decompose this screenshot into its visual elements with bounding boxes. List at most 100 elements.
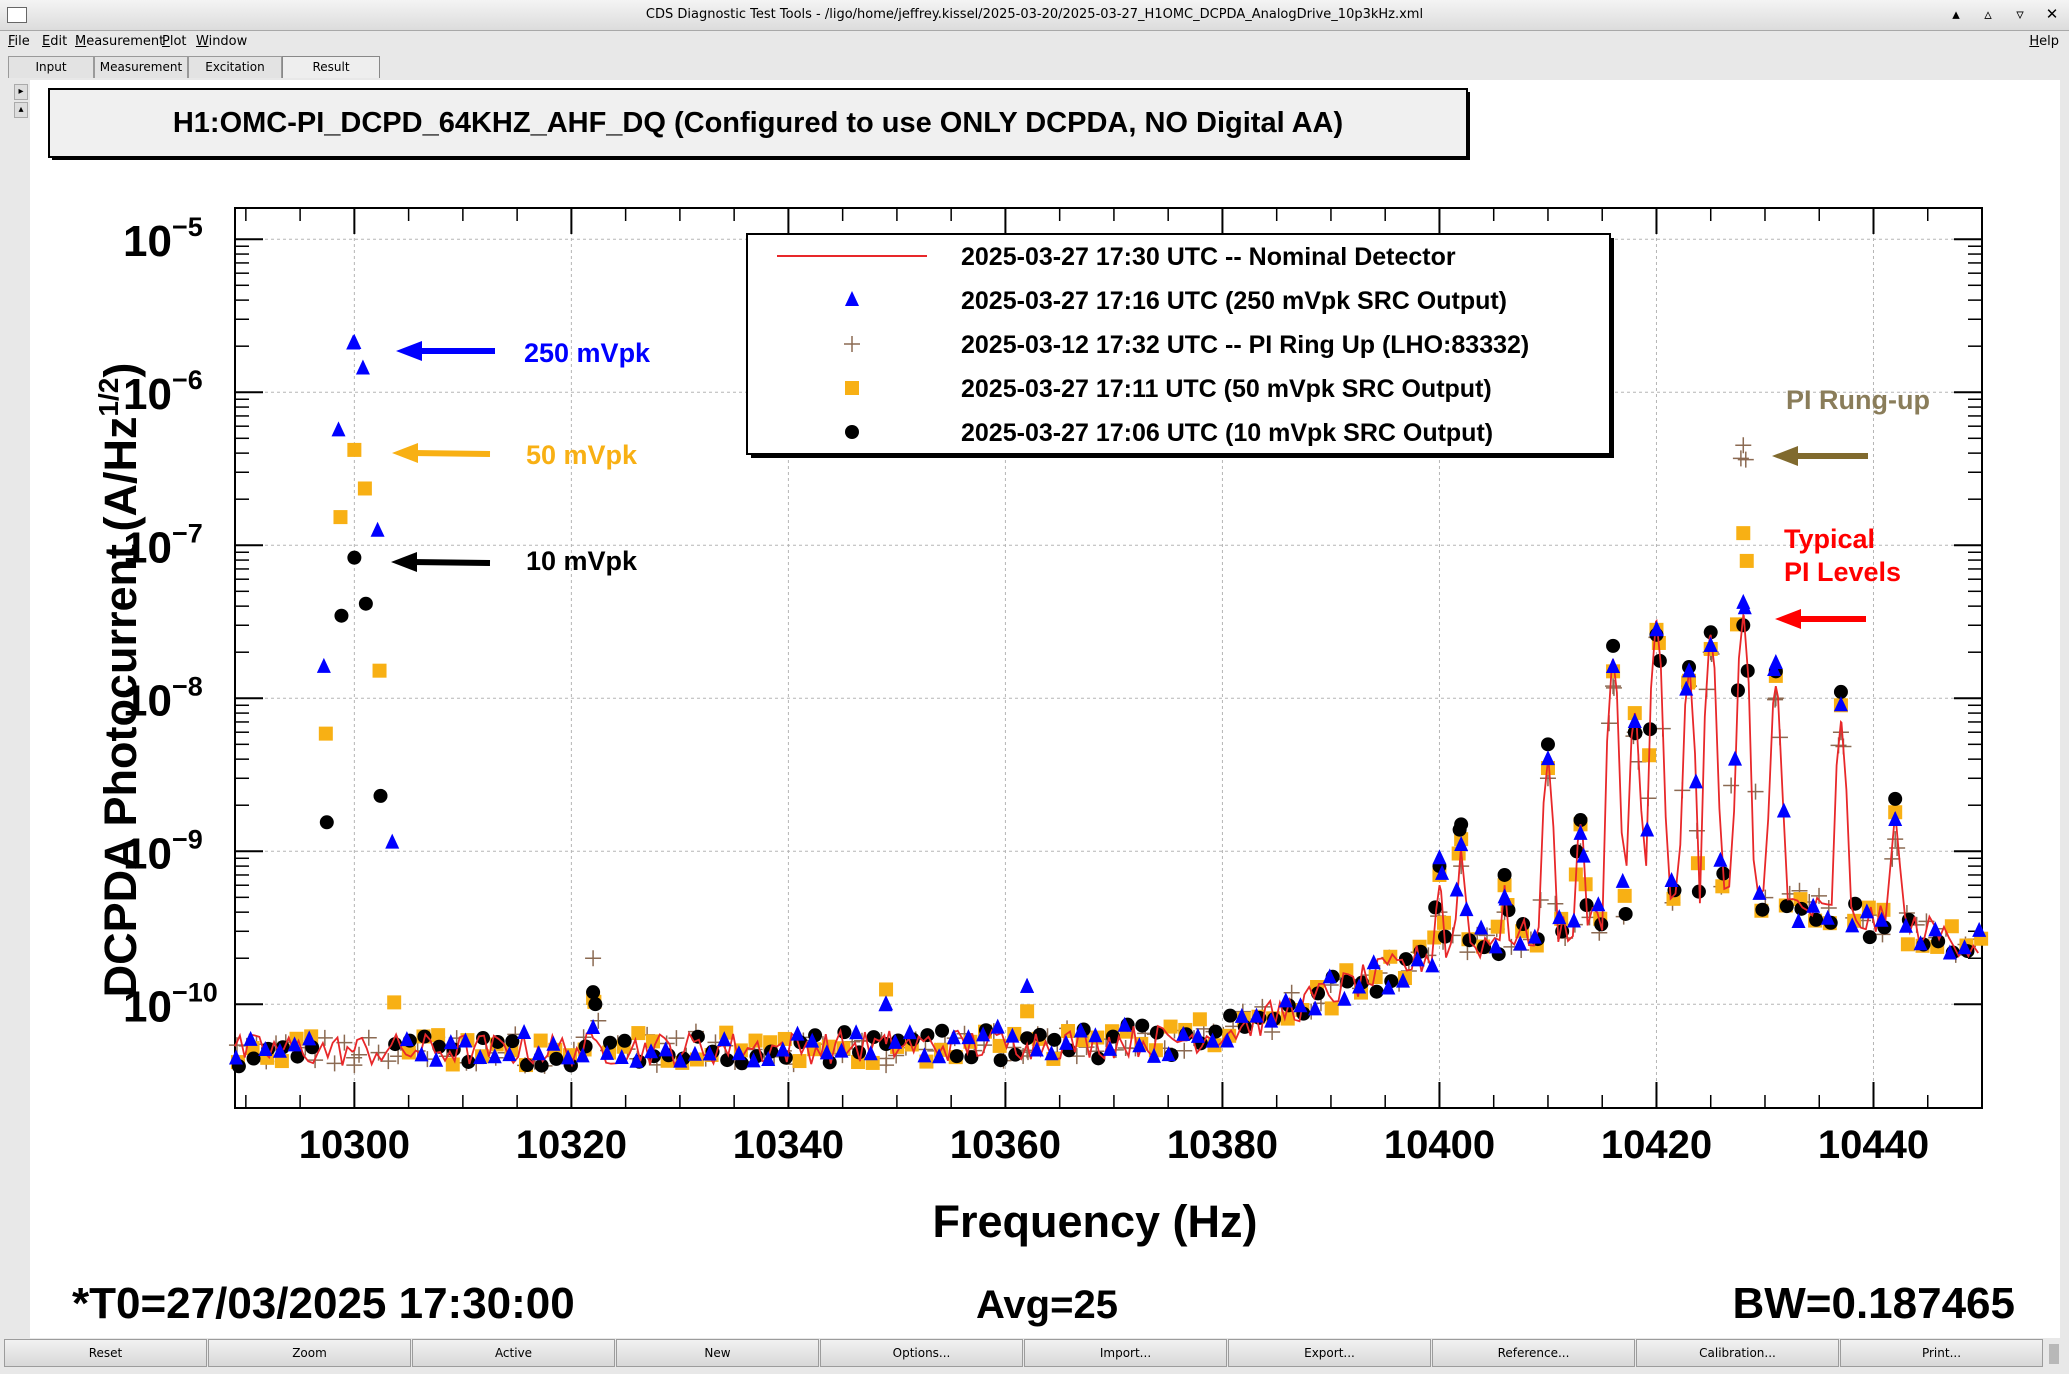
label-10mvpk: 10 mVpk (526, 546, 638, 576)
menu-edit[interactable]: Edit (42, 34, 68, 49)
maximize-icon[interactable]: ▿ (2016, 5, 2024, 23)
active-button[interactable]: Active (412, 1339, 615, 1367)
data-point-triangle (1029, 1041, 1044, 1057)
data-point-triangle (1020, 977, 1035, 993)
minimize-icon[interactable]: ▵ (1984, 5, 1992, 23)
data-point-triangle (575, 1047, 590, 1063)
data-point-triangle (961, 1029, 976, 1045)
data-point-triangle (879, 995, 894, 1011)
data-point-triangle (1820, 909, 1835, 925)
data-point-triangle (1806, 897, 1821, 913)
data-point-square (318, 726, 333, 741)
legend-items: 2025-03-27 17:30 UTC -- Nominal Detector… (777, 243, 1529, 447)
data-point-circle (920, 1028, 935, 1043)
data-point-plus (1453, 858, 1470, 875)
data-point-triangle (805, 1032, 820, 1048)
export-button[interactable]: Export... (1228, 1339, 1431, 1367)
resize-handle[interactable] (2049, 1344, 2059, 1364)
data-point-triangle (1459, 901, 1474, 917)
data-point-square (431, 1028, 446, 1043)
y-tick-label: 10−5 (123, 212, 203, 266)
series-square (230, 442, 1989, 1073)
data-point-circle (505, 1034, 520, 1049)
data-point-square (645, 1034, 660, 1049)
data-point-triangle (1176, 1025, 1191, 1041)
menu-file[interactable]: File (8, 34, 30, 49)
title-box (48, 88, 1468, 158)
data-point-triangle (1649, 621, 1664, 637)
menu-plot[interactable]: Plot (162, 34, 187, 49)
reset-button[interactable]: Reset (4, 1339, 207, 1367)
data-point-circle (720, 1053, 735, 1068)
scroll-up-icon[interactable]: ▴ (14, 102, 28, 118)
data-point-triangle (1308, 1000, 1323, 1016)
data-point-triangle (1117, 1016, 1132, 1032)
data-point-triangle (600, 1044, 615, 1060)
tab-input[interactable]: Input (8, 56, 94, 78)
data-point-circle (1454, 817, 1469, 832)
legend-label: 2025-03-12 17:32 UTC -- PI Ring Up (LHO:… (961, 331, 1529, 359)
y-tick-exponent: −8 (172, 671, 203, 701)
data-point-triangle (1488, 938, 1503, 954)
reference-button[interactable]: Reference... (1432, 1339, 1635, 1367)
data-point-circle (373, 788, 388, 803)
data-point-circle (1794, 901, 1809, 916)
data-point-circle (1540, 737, 1555, 752)
menu-help[interactable]: Help (2029, 34, 2059, 49)
data-point-triangle (1540, 750, 1555, 766)
arrowhead-50mvpk (392, 443, 418, 463)
data-point-triangle (1146, 1047, 1161, 1063)
data-point-triangle (1234, 1007, 1249, 1023)
data-point-triangle (1627, 712, 1642, 728)
tab-result[interactable]: Result (282, 56, 380, 78)
options-button[interactable]: Options... (820, 1339, 1023, 1367)
menu-measurement[interactable]: Measurement (75, 34, 165, 49)
data-point-plus (1605, 678, 1622, 695)
zoom-button[interactable]: Zoom (208, 1339, 411, 1367)
data-point-circle (1501, 903, 1516, 918)
legend-swatch-square (845, 381, 859, 395)
data-point-triangle (1859, 903, 1874, 919)
calibration-button[interactable]: Calibration... (1636, 1339, 1839, 1367)
x-tick-label: 10300 (299, 1123, 410, 1167)
data-point-triangle (1942, 944, 1957, 960)
print-button[interactable]: Print... (1840, 1339, 2043, 1367)
data-point-square (1490, 919, 1505, 934)
tab-excitation[interactable]: Excitation (188, 56, 282, 78)
data-point-triangle (1928, 921, 1943, 937)
data-point-triangle (1957, 939, 1972, 955)
data-point-circle (1618, 906, 1633, 921)
data-point-triangle (355, 359, 370, 375)
data-point-triangle (399, 1031, 414, 1047)
data-point-circle (1208, 1024, 1223, 1039)
tab-measurement[interactable]: Measurement (94, 56, 188, 78)
label-typical-1: Typical (1784, 524, 1875, 554)
data-point-plus (585, 950, 602, 967)
legend-entry: 2025-03-12 17:32 UTC -- PI Ring Up (LHO:… (844, 331, 1529, 359)
data-point-circle (690, 1029, 705, 1044)
data-point-triangle (1410, 951, 1425, 967)
import-button[interactable]: Import... (1024, 1339, 1227, 1367)
data-point-triangle (561, 1049, 576, 1065)
data-point-plus (1605, 679, 1622, 696)
label-rungup: PI Rung-up (1786, 385, 1930, 415)
legend-entry: 2025-03-27 17:11 UTC (50 mVpk SRC Output… (845, 375, 1492, 403)
data-point-triangle (517, 1024, 532, 1040)
data-point-circle (1779, 899, 1794, 914)
data-point-triangle (1527, 928, 1542, 944)
data-point-square (992, 1038, 1007, 1053)
arrow-50mvpk (411, 450, 491, 457)
data-point-triangle (1498, 890, 1513, 906)
data-point-triangle (258, 1041, 273, 1057)
expand-right-icon[interactable]: ▸ (14, 84, 28, 100)
menu-window[interactable]: Window (196, 34, 248, 49)
y-tick-label: 10−6 (123, 365, 203, 419)
x-tick-label: 10440 (1818, 1123, 1929, 1167)
data-point-triangle (1190, 1027, 1205, 1043)
data-point-circle (1833, 684, 1848, 699)
shade-icon[interactable]: ▴ (1952, 5, 1960, 23)
close-icon[interactable]: ✕ (2045, 5, 2059, 23)
new-button[interactable]: New (616, 1339, 819, 1367)
data-point-circle (1888, 791, 1903, 806)
data-point-circle (334, 608, 349, 623)
